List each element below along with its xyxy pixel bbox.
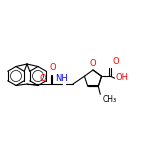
Text: O: O (40, 74, 46, 83)
Text: CH₃: CH₃ (102, 95, 116, 104)
Text: O: O (49, 64, 56, 73)
Text: NH: NH (56, 74, 68, 83)
Text: O: O (90, 59, 96, 69)
Text: OH: OH (116, 73, 129, 82)
Text: O: O (112, 57, 119, 66)
